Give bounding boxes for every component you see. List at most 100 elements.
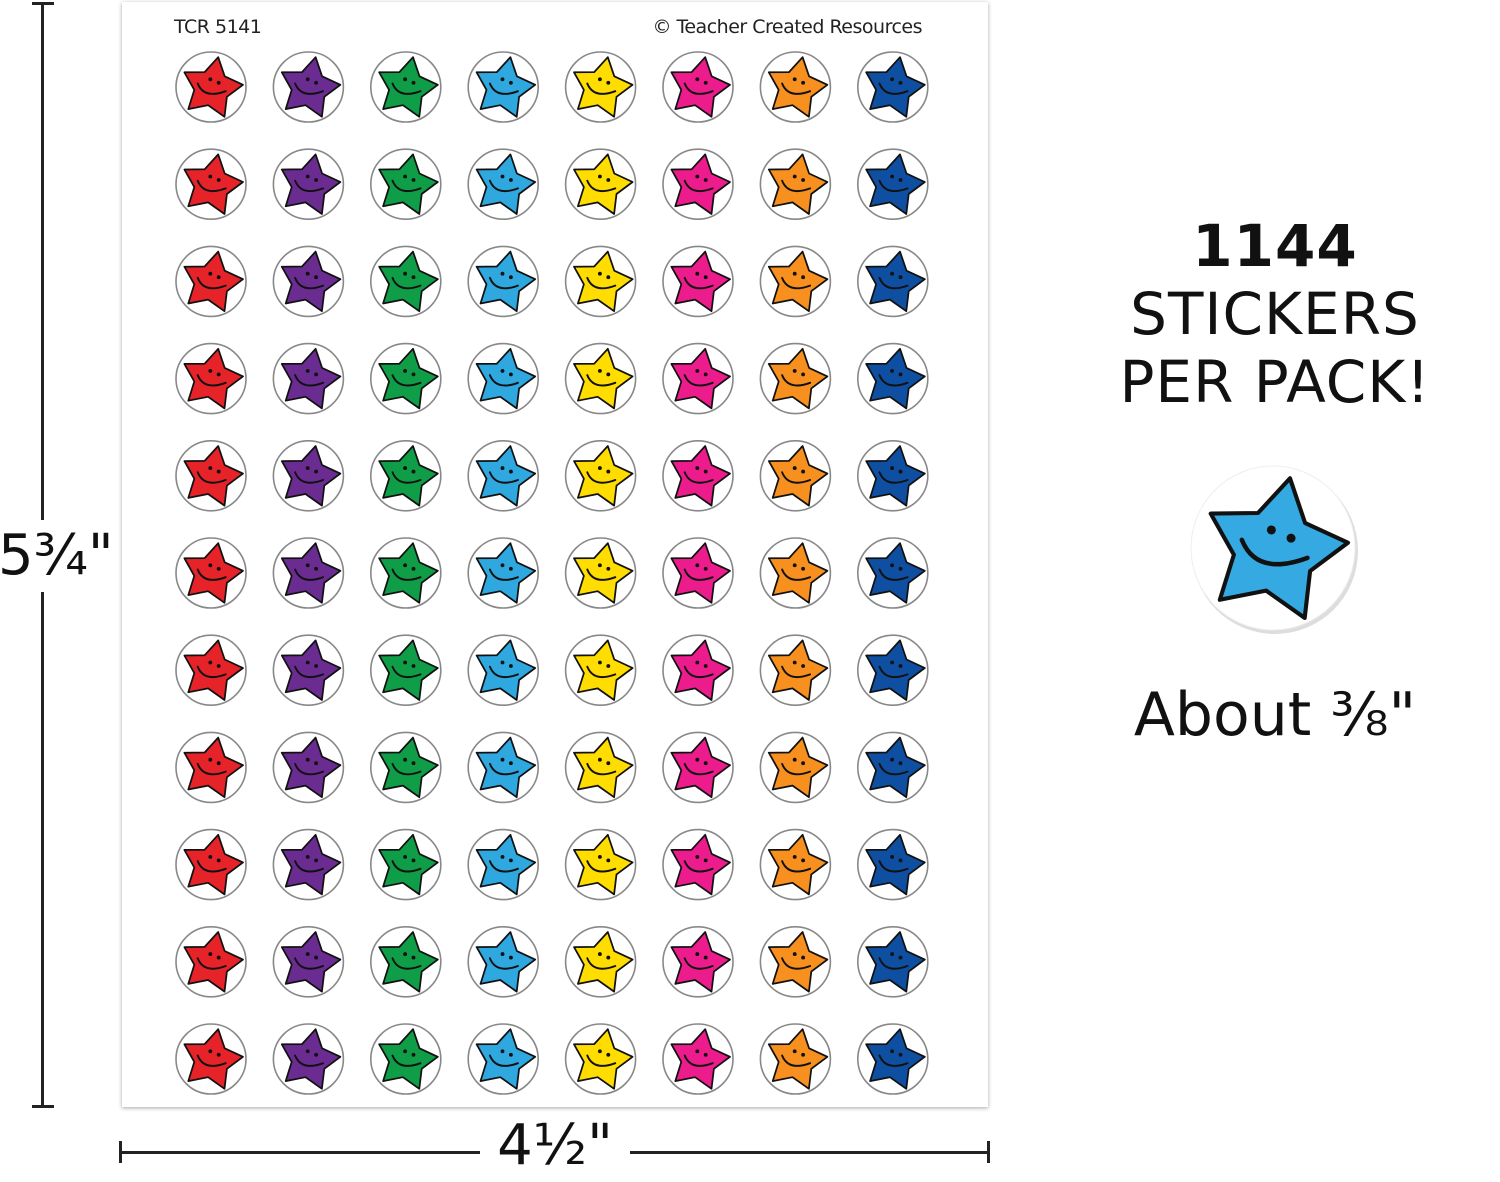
star-smile	[488, 665, 519, 679]
smiley-star-icon	[378, 1028, 439, 1090]
star-eye	[801, 80, 806, 85]
star-eye	[890, 1049, 895, 1054]
star-eye	[890, 368, 895, 373]
star-eye	[695, 854, 700, 859]
smiley-star-icon	[475, 250, 537, 313]
smiley-star-icon	[183, 153, 244, 215]
star-eye	[890, 660, 895, 665]
star-eye	[792, 1049, 797, 1054]
sticker-pink	[662, 245, 734, 318]
star-eye	[216, 761, 221, 766]
sticker-grid	[175, 51, 929, 1095]
star-eye	[695, 1049, 700, 1054]
star-eye	[305, 271, 310, 276]
star-eye	[500, 368, 505, 373]
star-eye	[508, 372, 513, 377]
sticker-red	[175, 634, 247, 707]
star-smile	[586, 568, 617, 581]
smiley-star-icon	[183, 542, 244, 604]
star-eye	[305, 174, 310, 179]
star-eye	[597, 563, 602, 568]
star-smile	[586, 179, 617, 193]
star-eye	[508, 955, 513, 960]
smiley-star-icon	[767, 347, 829, 410]
star-eye	[597, 174, 602, 179]
smiley-star-icon	[865, 250, 926, 313]
sticker-green	[369, 537, 442, 609]
width-dimension-cap-right	[987, 1141, 990, 1163]
smiley-star-icon	[475, 347, 537, 410]
star-eye	[411, 469, 416, 474]
smiley-star-icon	[183, 347, 244, 410]
star-eye	[597, 466, 602, 471]
star-eye	[305, 1049, 310, 1054]
smiley-star-icon	[183, 639, 244, 701]
headline-line1-rest: STICKERS	[1130, 280, 1420, 348]
width-label: 4½"	[480, 1110, 630, 1182]
sticker-purple	[272, 731, 345, 804]
star-eye	[216, 178, 221, 182]
star-eye	[208, 854, 213, 859]
star-smile	[781, 957, 812, 970]
star-eye	[208, 952, 213, 957]
star-smile	[488, 179, 519, 193]
star-eye	[411, 858, 416, 863]
sticker-yellow	[564, 537, 637, 609]
sticker-light-blue	[467, 731, 540, 804]
star-smile	[391, 82, 422, 95]
star-eye	[792, 952, 797, 957]
smiley-star-icon	[670, 639, 731, 701]
sticker-pink	[662, 1023, 734, 1095]
star-eye	[508, 275, 513, 280]
star-smile	[196, 276, 227, 290]
star-smile	[391, 665, 422, 679]
star-smile	[781, 276, 812, 290]
smiley-star-icon	[670, 542, 731, 604]
star-smile	[196, 1054, 227, 1067]
star-eye	[792, 174, 797, 179]
star-eye	[305, 660, 310, 665]
star-eye	[703, 275, 708, 280]
sticker-green	[369, 439, 442, 512]
star-eye	[305, 757, 310, 762]
star-eye	[403, 952, 408, 957]
sticker-green	[369, 731, 442, 804]
star-eye	[898, 858, 903, 863]
star-eye	[890, 952, 895, 957]
star-smile	[488, 762, 519, 776]
star-smile	[196, 568, 227, 581]
star-eye	[695, 466, 700, 471]
star-eye	[898, 178, 903, 182]
star-eye	[411, 664, 416, 668]
smiley-star-icon	[475, 445, 537, 507]
product-code: TCR 5141	[174, 16, 262, 38]
smiley-star-icon	[280, 639, 342, 701]
star-smile	[878, 374, 909, 387]
sticker-yellow	[564, 731, 637, 804]
sticker-green	[369, 51, 442, 123]
star-smile	[586, 374, 617, 387]
star-eye	[898, 469, 903, 474]
sticker-blue	[856, 148, 929, 220]
star-eye	[606, 275, 611, 280]
smiley-star-icon	[475, 56, 537, 118]
star-eye	[695, 271, 700, 276]
sticker-red	[175, 148, 247, 220]
star-eye	[801, 469, 806, 474]
star-eye	[597, 854, 602, 859]
star-smile	[683, 665, 714, 679]
smiley-star-icon	[475, 542, 537, 604]
smiley-star-icon	[573, 153, 634, 215]
star-eye	[703, 372, 708, 377]
smiley-star-icon	[280, 250, 342, 313]
sticker-orange	[759, 1023, 832, 1095]
star-smile	[294, 276, 325, 290]
star-eye	[403, 271, 408, 276]
sticker-orange	[759, 51, 832, 123]
star-eye	[695, 174, 700, 179]
star-eye	[703, 1052, 708, 1057]
star-smile	[781, 471, 812, 484]
star-eye	[703, 858, 708, 863]
smiley-star-icon	[183, 736, 244, 799]
star-smile	[488, 1054, 519, 1067]
